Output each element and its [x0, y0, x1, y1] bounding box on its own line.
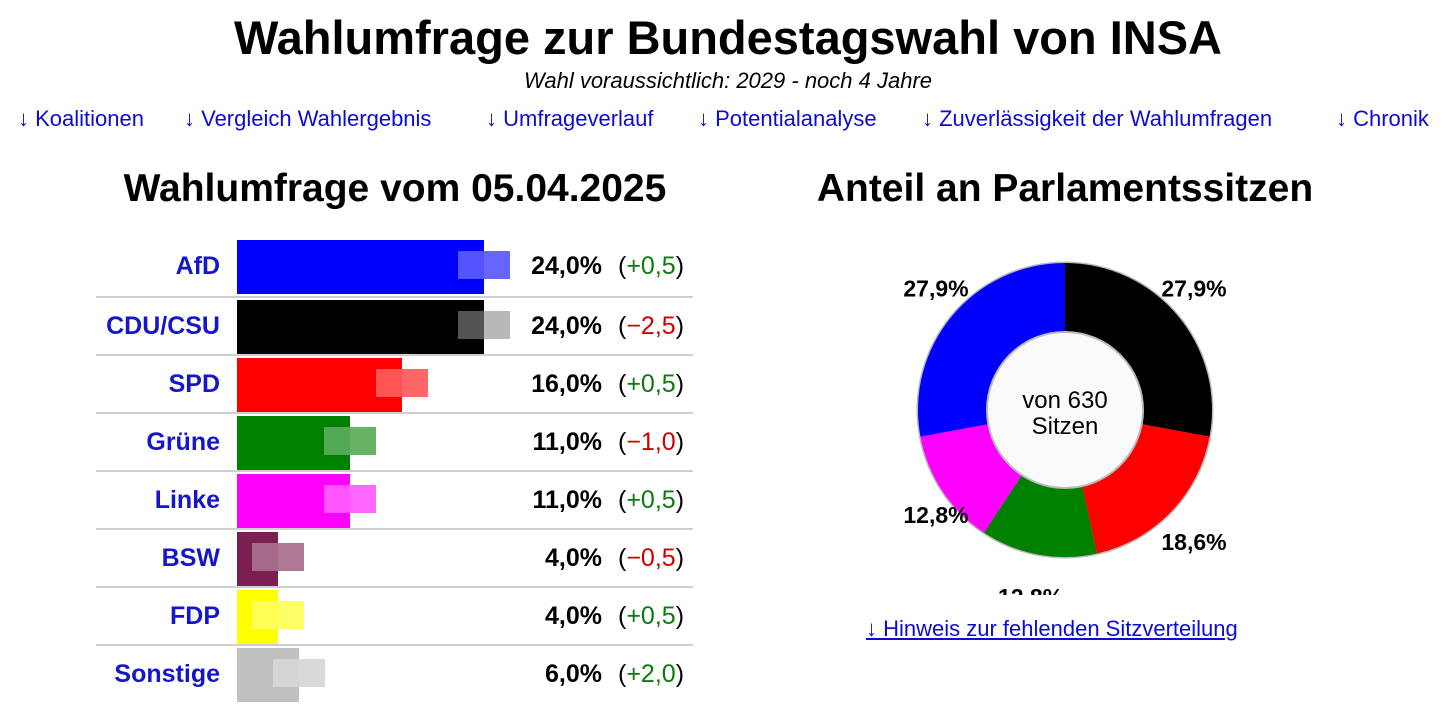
donut-slice-label: 27,9%	[903, 275, 968, 301]
poll-bar	[237, 358, 402, 412]
poll-row-bsw: BSW 4,0% (−0,5)	[96, 528, 693, 588]
poll-change-value: −0,5	[626, 544, 676, 572]
poll-bar-range-marker	[375, 369, 428, 397]
poll-change-label: (−2,5)	[618, 312, 685, 340]
poll-row-cdu-csu: CDU/CSU 24,0% (−2,5)	[96, 296, 693, 356]
donut-slice-spd	[1082, 424, 1210, 554]
nav-link-vergleich-wahlergebnis[interactable]: ↓ Vergleich Wahlergebnis	[184, 106, 432, 131]
nav-link-umfrageverlauf[interactable]: ↓ Umfrageverlauf	[486, 106, 654, 131]
donut-slice-cdu-csu	[1065, 263, 1212, 437]
poll-change-value: +0,5	[626, 602, 676, 630]
nav-link-koalitionen[interactable]: ↓ Koalitionen	[18, 106, 144, 131]
donut-center-label: Sitzen	[1032, 413, 1099, 440]
donut-slice-label: 27,9%	[1161, 275, 1226, 301]
party-label[interactable]: Sonstige	[114, 660, 220, 688]
poll-bar-range-marker	[252, 601, 305, 629]
poll-change-label: (+2,0)	[618, 660, 685, 688]
poll-bar-range-marker	[458, 311, 510, 339]
party-label[interactable]: Grüne	[146, 428, 220, 456]
poll-change-label: (−1,0)	[618, 428, 685, 456]
poll-change-value: +0,5	[626, 252, 676, 280]
poll-value-label: 16,0%	[531, 370, 602, 398]
donut-center	[986, 331, 1144, 489]
poll-change-value: +0,5	[626, 486, 676, 514]
donut-slice-linke	[920, 424, 1022, 533]
poll-value-label: 24,0%	[531, 252, 602, 280]
poll-change-label: (−0,5)	[618, 544, 685, 572]
poll-row-gr-ne: Grüne 11,0% (−1,0)	[96, 412, 693, 472]
party-label[interactable]: BSW	[161, 544, 220, 572]
page-subtitle: Wahl voraussichtlich: 2029 - noch 4 Jahr…	[523, 68, 933, 93]
poll-change-label: (+0,5)	[618, 252, 685, 280]
poll-bar	[237, 240, 484, 294]
poll-change-label: (+0,5)	[618, 486, 685, 514]
poll-bar-range-marker	[324, 485, 377, 513]
poll-bar-range-marker	[252, 543, 305, 571]
page-title: Wahlumfrage zur Bundestagswahl von INSA	[234, 11, 1222, 64]
party-label[interactable]: Linke	[154, 486, 220, 514]
poll-bar	[237, 300, 484, 354]
party-label[interactable]: AfD	[175, 252, 220, 280]
seat-distribution-note-link[interactable]: ↓ Hinweis zur fehlenden Sitzverteilung	[866, 616, 1238, 641]
poll-value-label: 11,0%	[532, 428, 602, 456]
seats-chart-title: Anteil an Parlamentssitzen	[816, 167, 1314, 210]
poll-bar-range-marker	[324, 427, 377, 455]
party-label[interactable]: SPD	[168, 370, 220, 398]
party-label[interactable]: FDP	[170, 602, 220, 630]
donut-slice-afd	[918, 263, 1065, 437]
poll-row-linke: Linke 11,0% (+0,5)	[96, 470, 693, 530]
nav-link-potentialanalyse[interactable]: ↓ Potentialanalyse	[698, 106, 877, 131]
poll-row-fdp: FDP 4,0% (+0,5)	[96, 586, 693, 646]
poll-chart-title: Wahlumfrage vom 05.04.2025	[123, 167, 667, 210]
donut-slice-gr-ne	[983, 475, 1098, 557]
poll-value-label: 24,0%	[531, 312, 602, 340]
nav-link-zuverlaessigkeit[interactable]: ↓ Zuverlässigkeit der Wahlumfragen	[922, 106, 1273, 131]
donut-slice-label: 18,6%	[1161, 529, 1226, 555]
poll-change-value: +2,0	[626, 660, 676, 688]
poll-change-label: (+0,5)	[618, 602, 685, 630]
poll-value-label: 11,0%	[532, 486, 602, 514]
poll-bar-range-marker	[272, 659, 325, 687]
poll-row-afd: AfD 24,0% (+0,5)	[96, 238, 693, 296]
nav-link-chronik[interactable]: ↓ Chronik	[1336, 106, 1429, 131]
poll-value-label: 6,0%	[545, 660, 602, 688]
donut-slice-label: 12,8%	[903, 502, 968, 528]
donut-center-label: von 630	[1022, 387, 1107, 414]
poll-bar-range-marker	[458, 251, 510, 279]
poll-value-label: 4,0%	[545, 602, 602, 630]
poll-change-label: (+0,5)	[618, 370, 685, 398]
poll-row-sonstige: Sonstige 6,0% (+2,0)	[96, 644, 693, 704]
poll-change-value: −1,0	[626, 428, 676, 456]
poll-value-label: 4,0%	[545, 544, 602, 572]
party-label[interactable]: CDU/CSU	[106, 312, 220, 340]
poll-row-spd: SPD 16,0% (+0,5)	[96, 354, 693, 414]
poll-change-value: +0,5	[626, 370, 676, 398]
poll-change-value: −2,5	[626, 312, 676, 340]
donut-slice-label: 12,8%	[998, 584, 1063, 595]
